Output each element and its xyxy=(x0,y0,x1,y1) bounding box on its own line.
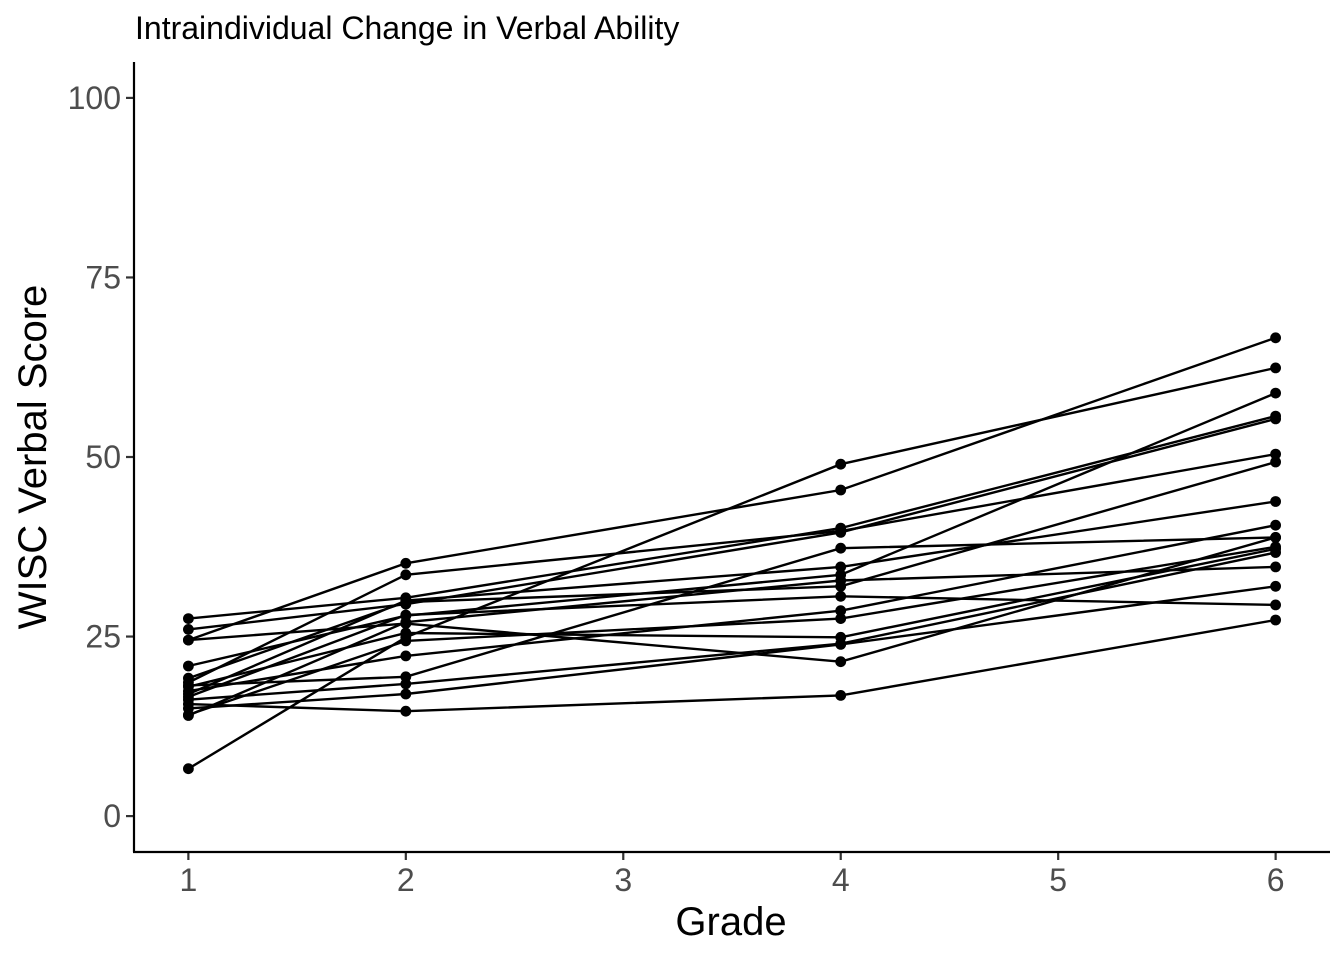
chart-title: Intraindividual Change in Verbal Ability xyxy=(135,10,679,46)
y-tick-label: 75 xyxy=(85,259,121,295)
data-point xyxy=(835,605,847,617)
data-point xyxy=(400,627,412,639)
data-point xyxy=(400,688,412,700)
data-point xyxy=(1270,561,1281,573)
series-line-17 xyxy=(188,545,1276,716)
series-line-10 xyxy=(188,547,1276,688)
data-point xyxy=(835,590,847,602)
data-point xyxy=(835,525,847,537)
series-line-15 xyxy=(188,618,1276,713)
y-axis-ticks: 0 25 50 75 100 xyxy=(68,80,134,834)
series-line-4 xyxy=(188,336,1276,642)
series-line-3 xyxy=(188,417,1276,631)
x-tick-label: 5 xyxy=(1049,862,1067,898)
series-line-14 xyxy=(188,551,1276,701)
data-point xyxy=(835,458,847,470)
data-point xyxy=(1270,387,1281,399)
series-line-2 xyxy=(188,414,1276,620)
x-tick-label: 3 xyxy=(614,862,632,898)
data-point xyxy=(835,561,847,573)
data-point xyxy=(400,635,412,647)
series-lines xyxy=(187,336,1277,770)
data-point xyxy=(835,639,847,650)
data-point xyxy=(835,484,847,496)
data-point xyxy=(400,705,412,717)
series-line-18 xyxy=(187,565,1276,717)
data-point xyxy=(1270,496,1281,507)
y-tick-label: 0 xyxy=(103,798,121,834)
series-line-16 xyxy=(188,585,1276,710)
data-point xyxy=(1270,580,1281,592)
data-point xyxy=(835,690,847,701)
series-line-12 xyxy=(187,500,1276,696)
x-axis-title: Grade xyxy=(675,900,786,944)
data-point xyxy=(835,542,847,554)
data-point xyxy=(400,569,412,581)
y-tick-label: 100 xyxy=(68,80,121,116)
x-axis-ticks: 1 2 3 4 5 6 xyxy=(179,852,1285,898)
data-point xyxy=(400,557,412,569)
series-line-13 xyxy=(187,595,1276,699)
data-point xyxy=(400,650,412,662)
data-point xyxy=(400,616,412,628)
x-tick-label: 6 xyxy=(1267,862,1285,898)
data-point xyxy=(835,575,847,586)
y-axis-title: WISC Verbal Score xyxy=(11,285,55,630)
data-point xyxy=(835,656,847,668)
data-point xyxy=(1270,541,1281,553)
data-point xyxy=(1270,614,1281,626)
data-point xyxy=(183,660,194,672)
data-point xyxy=(1270,362,1281,374)
data-point xyxy=(400,595,412,606)
data-point xyxy=(1270,532,1281,543)
series-points xyxy=(183,332,1281,775)
data-point xyxy=(1270,448,1281,460)
data-point xyxy=(400,678,412,690)
x-tick-label: 4 xyxy=(832,862,850,898)
series-line-7 xyxy=(188,460,1276,680)
x-tick-label: 1 xyxy=(179,862,197,898)
data-point xyxy=(183,624,194,635)
data-point xyxy=(1270,332,1281,344)
series-line-11 xyxy=(188,524,1276,693)
series-line-9 xyxy=(188,536,1276,687)
data-point xyxy=(1270,456,1281,468)
series-line-1 xyxy=(187,366,1276,770)
data-point xyxy=(1270,519,1281,531)
data-point xyxy=(1270,413,1281,425)
x-tick-label: 2 xyxy=(397,862,415,898)
y-tick-label: 50 xyxy=(85,439,121,475)
data-point xyxy=(835,613,847,624)
data-point xyxy=(1270,599,1281,611)
y-tick-label: 25 xyxy=(85,619,121,655)
series-line-8 xyxy=(187,452,1276,684)
data-point xyxy=(183,763,194,775)
data-point xyxy=(183,710,194,721)
data-point xyxy=(183,634,194,646)
data-point xyxy=(183,613,194,624)
